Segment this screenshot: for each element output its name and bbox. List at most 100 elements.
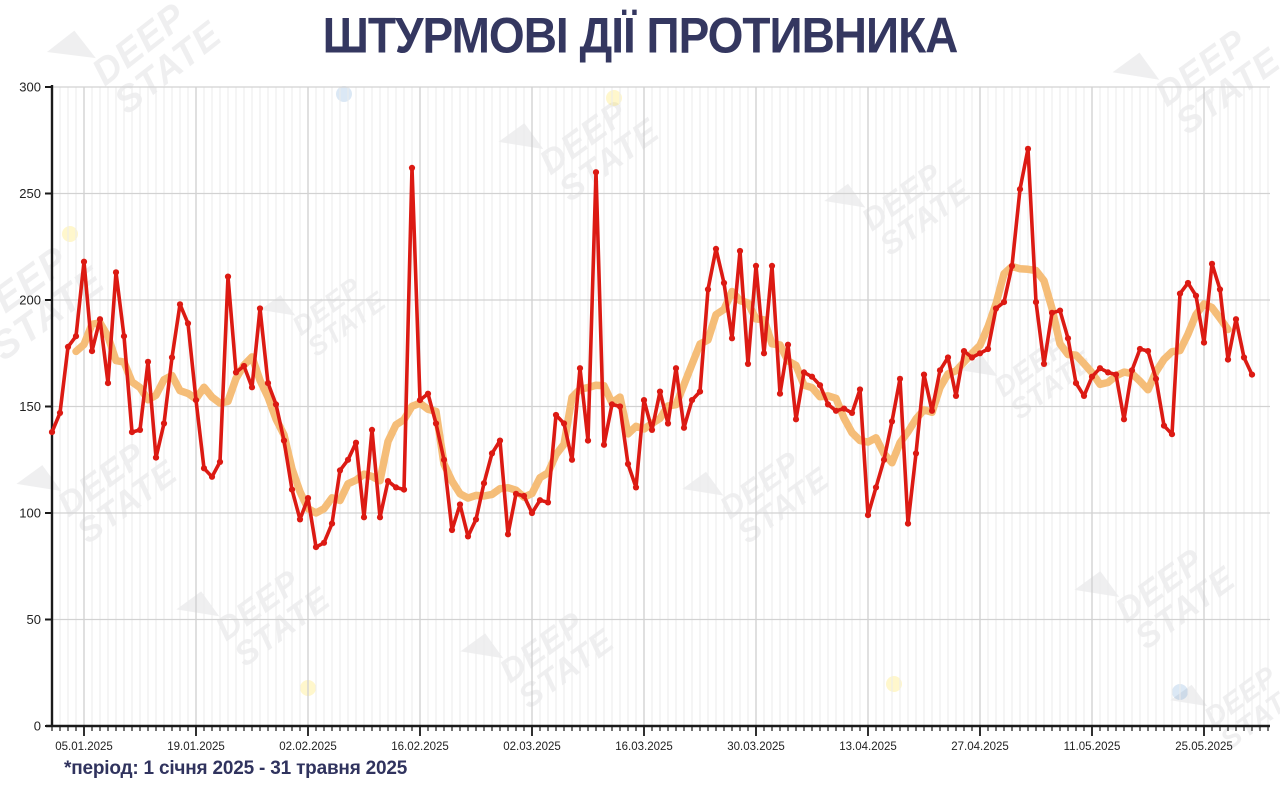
- data-point: [624, 460, 632, 468]
- data-point: [176, 301, 184, 308]
- data-point: [984, 345, 992, 353]
- data-point: [200, 465, 208, 472]
- data-point: [1032, 299, 1040, 306]
- data-point: [1176, 290, 1184, 297]
- data-point: [248, 384, 256, 391]
- grid: [51, 86, 1270, 726]
- data-point: [808, 373, 816, 380]
- logo-color-blob: [886, 676, 902, 692]
- data-point: [152, 454, 160, 461]
- data-point: [1192, 292, 1200, 299]
- data-point: [1024, 145, 1032, 152]
- data-point: [96, 316, 104, 323]
- data-point: [1232, 316, 1240, 323]
- data-point: [160, 420, 168, 427]
- data-point: [1160, 422, 1168, 429]
- data-point: [944, 354, 952, 361]
- data-point: [1072, 380, 1080, 387]
- data-point: [1136, 345, 1144, 353]
- page-title: ШТУРМОВІ ДІЇ ПРОТИВНИКА: [322, 7, 959, 64]
- data-point: [272, 401, 280, 408]
- data-point: [384, 478, 392, 485]
- data-point: [440, 456, 448, 463]
- data-point: [1112, 371, 1120, 378]
- data-point: [712, 245, 720, 252]
- x-tick-label: 16.03.2025: [615, 741, 673, 753]
- x-tick-label: 25.05.2025: [1175, 741, 1233, 753]
- data-point: [976, 350, 984, 357]
- data-point: [216, 458, 224, 465]
- data-point: [1040, 360, 1048, 367]
- data-point: [888, 418, 896, 425]
- data-point: [992, 305, 1000, 312]
- data-point: [240, 362, 248, 370]
- data-point: [880, 456, 888, 463]
- data-point: [1240, 354, 1248, 361]
- data-point: [72, 333, 80, 340]
- data-point: [1128, 367, 1136, 374]
- data-point: [856, 386, 864, 393]
- data-point: [528, 509, 536, 517]
- data-point: [424, 390, 432, 397]
- data-point: [112, 269, 120, 276]
- y-tick-label: 0: [34, 719, 41, 734]
- data-point: [88, 348, 96, 355]
- data-point: [568, 456, 576, 463]
- logo-color-blob: [606, 90, 622, 106]
- data-point: [560, 420, 568, 427]
- data-point: [760, 350, 768, 357]
- data-point: [608, 401, 616, 408]
- data-point: [952, 392, 960, 399]
- data-point: [680, 424, 688, 431]
- x-tick-label: 13.04.2025: [839, 741, 897, 753]
- data-point: [1056, 307, 1064, 314]
- data-point: [280, 437, 288, 444]
- data-point: [80, 258, 88, 265]
- data-point: [1224, 356, 1232, 363]
- data-point: [744, 360, 752, 367]
- data-point: [504, 531, 512, 538]
- data-point: [208, 473, 216, 480]
- data-point: [368, 426, 376, 433]
- data-point: [256, 305, 264, 312]
- data-point: [832, 407, 840, 414]
- data-point: [544, 499, 552, 506]
- data-point: [1000, 299, 1008, 306]
- data-point: [1048, 309, 1056, 316]
- x-tick-label: 02.03.2025: [503, 741, 561, 753]
- data-point: [632, 484, 640, 491]
- data-point: [664, 420, 672, 427]
- data-point: [120, 333, 128, 340]
- data-point: [376, 514, 384, 521]
- data-point: [792, 416, 800, 423]
- data-point: [1064, 335, 1072, 342]
- data-point: [784, 341, 792, 348]
- data-point: [1144, 348, 1152, 355]
- data-point: [344, 456, 352, 463]
- data-point: [936, 367, 944, 374]
- data-point: [1200, 339, 1208, 346]
- x-tick-label: 11.05.2025: [1064, 741, 1121, 753]
- data-point: [688, 397, 696, 404]
- data-point: [768, 262, 776, 269]
- y-tick-label: 300: [19, 80, 41, 95]
- data-point: [552, 411, 560, 419]
- data-point: [192, 397, 200, 404]
- data-point: [672, 365, 680, 372]
- data-point: [224, 273, 232, 280]
- data-point: [104, 380, 112, 387]
- data-point: [400, 486, 408, 493]
- data-point: [824, 401, 832, 408]
- data-point: [264, 380, 272, 387]
- logo-color-blob: [62, 226, 78, 242]
- data-point: [912, 450, 920, 457]
- data-point: [800, 369, 808, 376]
- data-point: [1008, 262, 1016, 269]
- data-point: [488, 450, 496, 457]
- data-point: [1016, 186, 1024, 193]
- y-tick-label: 100: [19, 506, 41, 521]
- data-point: [232, 369, 240, 376]
- y-tick-label: 50: [27, 612, 41, 627]
- data-point: [328, 520, 336, 527]
